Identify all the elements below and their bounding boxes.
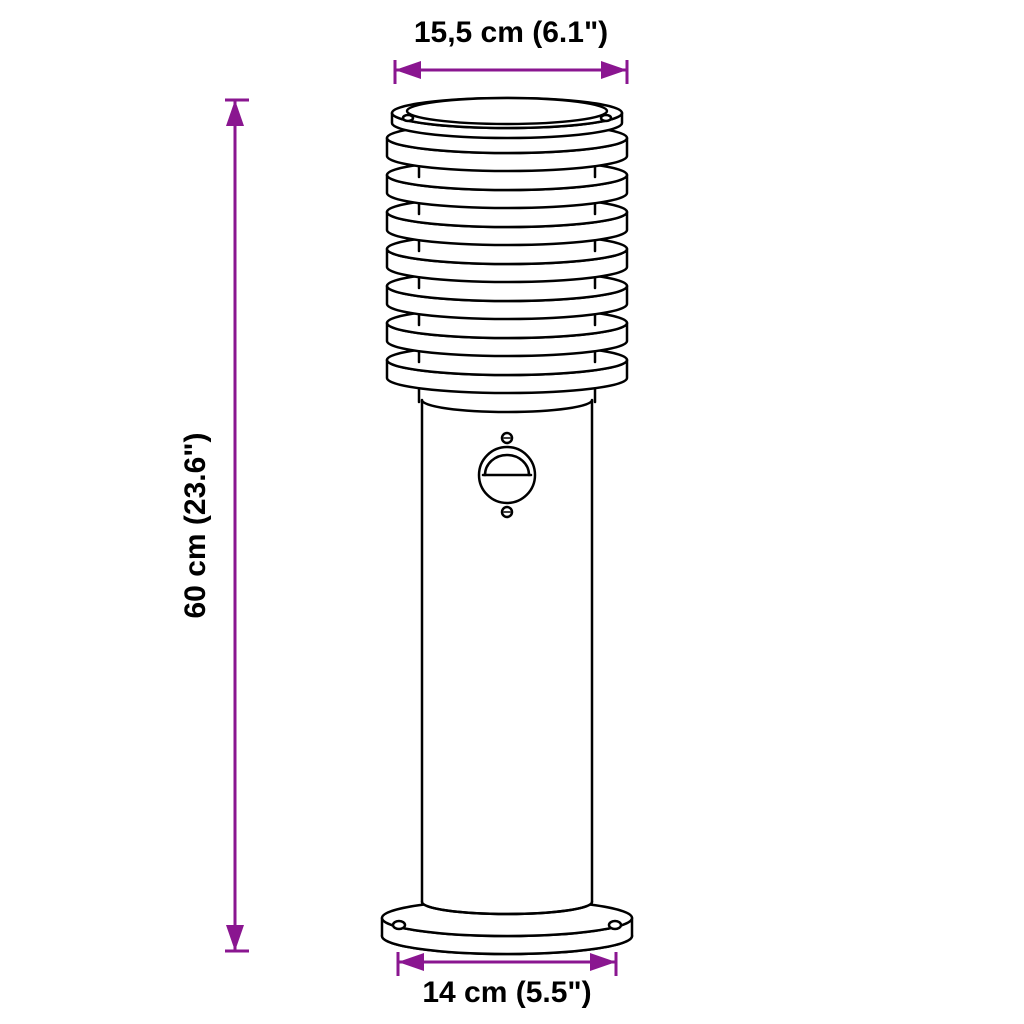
lamp-outline [382,98,632,954]
dimension-diagram: 15,5 cm (6.1") 14 cm (5.5") 60 cm (23.6") [0,0,1024,1024]
dimension-label: 60 cm (23.6") [179,433,212,619]
dimension-label: 15,5 cm (6.1") [414,16,608,49]
dimension-label: 14 cm (5.5") [422,976,591,1009]
